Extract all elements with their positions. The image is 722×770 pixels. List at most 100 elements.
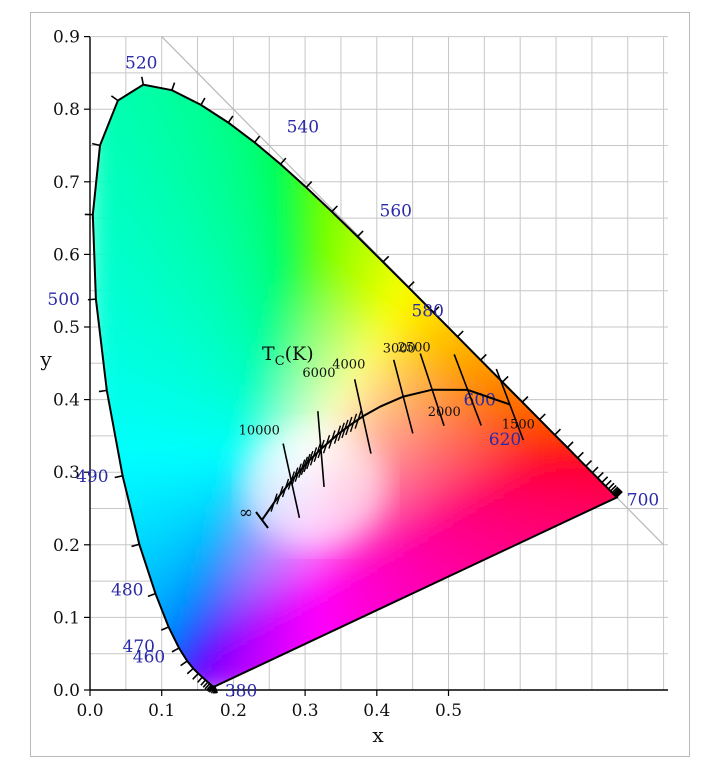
gamut-cell (286, 90, 310, 114)
gamut-cell (501, 148, 525, 172)
gamut-cell (573, 235, 596, 259)
gamut-cell (516, 555, 539, 578)
planck-tick (291, 467, 299, 486)
gamut-cell (458, 105, 482, 128)
locus-tick (91, 142, 101, 147)
gamut-cell (458, 293, 482, 317)
gamut-cell (530, 119, 553, 143)
gamut-cell (315, 656, 338, 680)
locus-tick (171, 647, 180, 653)
planck-tick (328, 430, 336, 449)
wavelength-label-500: 500 (47, 290, 79, 310)
axes (89, 37, 668, 691)
gamut-cell (602, 90, 617, 114)
locus-tick (87, 298, 96, 301)
gamut-cell (602, 192, 617, 215)
gamut-cell (516, 598, 539, 622)
gamut-cell (602, 148, 617, 172)
isotherm-label-6000: 6000 (302, 366, 335, 381)
gamut-cell (559, 395, 582, 419)
gamut-cell (458, 264, 482, 288)
locus-tick (604, 479, 612, 487)
gamut-cell (602, 395, 617, 419)
gamut-cell (444, 584, 467, 607)
gamut-cell (301, 84, 324, 99)
gamut-cell (516, 293, 539, 317)
gamut-cell (501, 613, 525, 636)
gamut-cell (501, 105, 525, 128)
locus-tick (140, 76, 145, 85)
gamut-cell (444, 627, 467, 651)
gamut-cell (272, 84, 295, 99)
gamut-cell (530, 555, 553, 578)
gamut-cell (372, 613, 396, 636)
locus-tick (192, 672, 199, 680)
gamut-cell (444, 84, 467, 99)
gamut-cell (559, 163, 582, 186)
gamut-cell (415, 264, 439, 288)
gamut-cell (458, 148, 482, 172)
gamut-cell (358, 148, 381, 172)
planck-tick (294, 463, 302, 482)
gamut-cell (444, 264, 467, 288)
gamut-cell (444, 105, 467, 128)
gamut-cell (587, 148, 611, 172)
gamut-cell (344, 177, 367, 201)
gamut-cell (100, 540, 123, 564)
gamut-cell (487, 105, 510, 128)
gamut-cell (602, 84, 617, 99)
gamut-cell (501, 221, 525, 244)
gamut-cell (501, 627, 525, 651)
locus-tick (253, 135, 261, 143)
gamut-cell (530, 163, 553, 186)
gamut-cell (587, 627, 611, 651)
gamut-cell (516, 221, 539, 244)
gamut-cell (530, 90, 553, 114)
gamut-cell (358, 177, 381, 201)
gamut-cell (587, 235, 611, 259)
gamut-cell (501, 323, 525, 346)
locus-tick (601, 476, 609, 484)
gamut-cell (501, 192, 525, 215)
gamut-cell (587, 293, 611, 317)
locus-tick (521, 395, 529, 403)
gamut-cell (501, 308, 525, 331)
gamut-cell (358, 105, 381, 128)
gamut-cell (602, 366, 617, 390)
gamut-cell (501, 119, 525, 143)
gamut-cell (530, 293, 553, 317)
gamut-cell (530, 598, 553, 622)
gamut-cell (387, 656, 410, 680)
gamut-cell (559, 366, 582, 390)
gamut-cell (559, 293, 582, 317)
gamut-cell (100, 656, 123, 680)
gamut-cell (387, 221, 410, 244)
gamut-cell (487, 555, 510, 578)
gamut-cell (516, 656, 539, 680)
gamut-cell (602, 526, 617, 549)
gamut-cell (573, 221, 596, 244)
gamut-cell (415, 90, 439, 114)
gamut-cell (100, 526, 123, 549)
gamut-cell (516, 323, 539, 346)
gamut-cell (387, 119, 410, 143)
gamut-cell (573, 105, 596, 128)
gamut-cell (487, 584, 510, 607)
gamut-cell (501, 163, 525, 186)
gamut-cell (530, 584, 553, 607)
gamut-cell (501, 264, 525, 288)
gamut-cell (587, 381, 611, 404)
gamut-cell (602, 453, 617, 477)
isotherm-1500 (495, 368, 525, 441)
gamut-cell (344, 148, 367, 172)
gamut-cell (573, 540, 596, 564)
gamut-cell (573, 526, 596, 549)
isotherm-lines (282, 353, 525, 518)
gamut-cell (430, 584, 453, 607)
gamut-cell (415, 627, 439, 651)
gamut-cell (602, 555, 617, 578)
wavelength-label-580: 580 (411, 302, 443, 322)
locus-tick (202, 681, 209, 688)
gamut-cell (587, 410, 611, 433)
locus-tick (227, 115, 234, 124)
